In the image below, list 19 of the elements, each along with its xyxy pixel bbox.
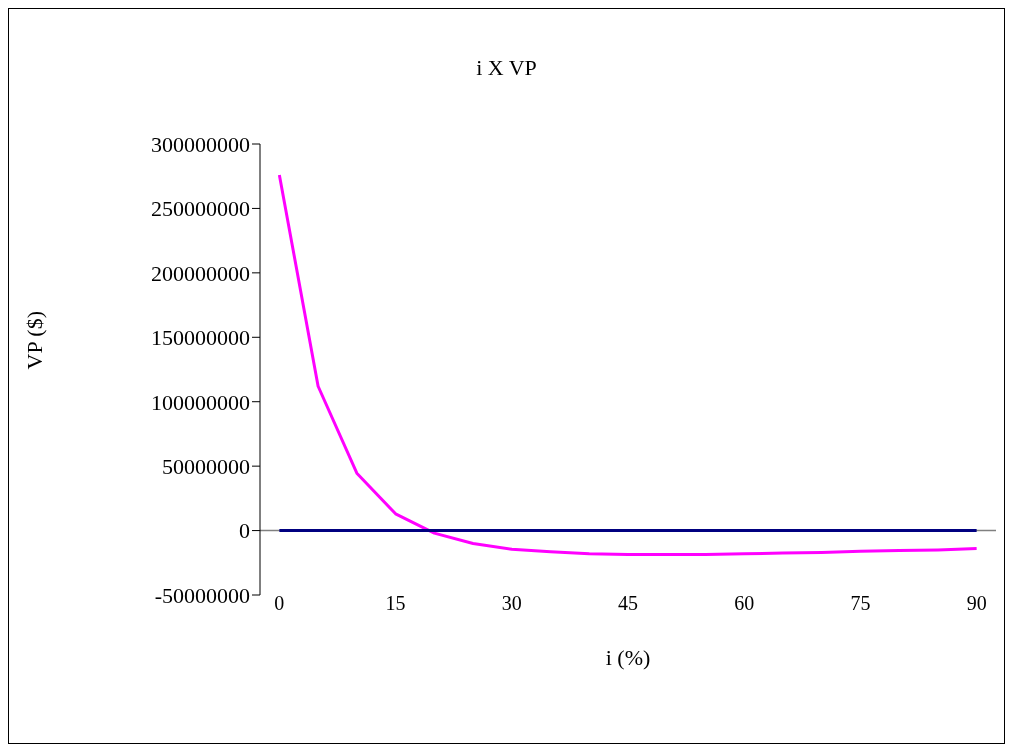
y-tick-label: -50000000 [154, 582, 250, 608]
y-tick-label: 50000000 [162, 453, 250, 479]
x-tick-label: 90 [966, 592, 987, 614]
y-tick-label: 300000000 [151, 131, 250, 157]
y-tick-label: 100000000 [151, 389, 250, 415]
x-axis-title: i (%) [605, 645, 651, 670]
y-tick-label: 200000000 [151, 260, 250, 286]
chart-title: i X VP [475, 55, 538, 81]
y-tick-label: 150000000 [151, 325, 250, 351]
line-series [277, 173, 979, 556]
x-tick-label: 30 [501, 592, 522, 614]
x-tick-label: 75 [850, 592, 871, 614]
y-tick-label: 0 [239, 518, 250, 544]
y-tick-label: 250000000 [151, 196, 250, 222]
y-axis-title: VP ($) [21, 311, 47, 370]
x-tick-label: 45 [618, 592, 638, 614]
x-tick-label: 15 [385, 592, 406, 614]
x-tick-label: 60 [734, 592, 755, 614]
x-tick-label: 0 [274, 592, 285, 614]
